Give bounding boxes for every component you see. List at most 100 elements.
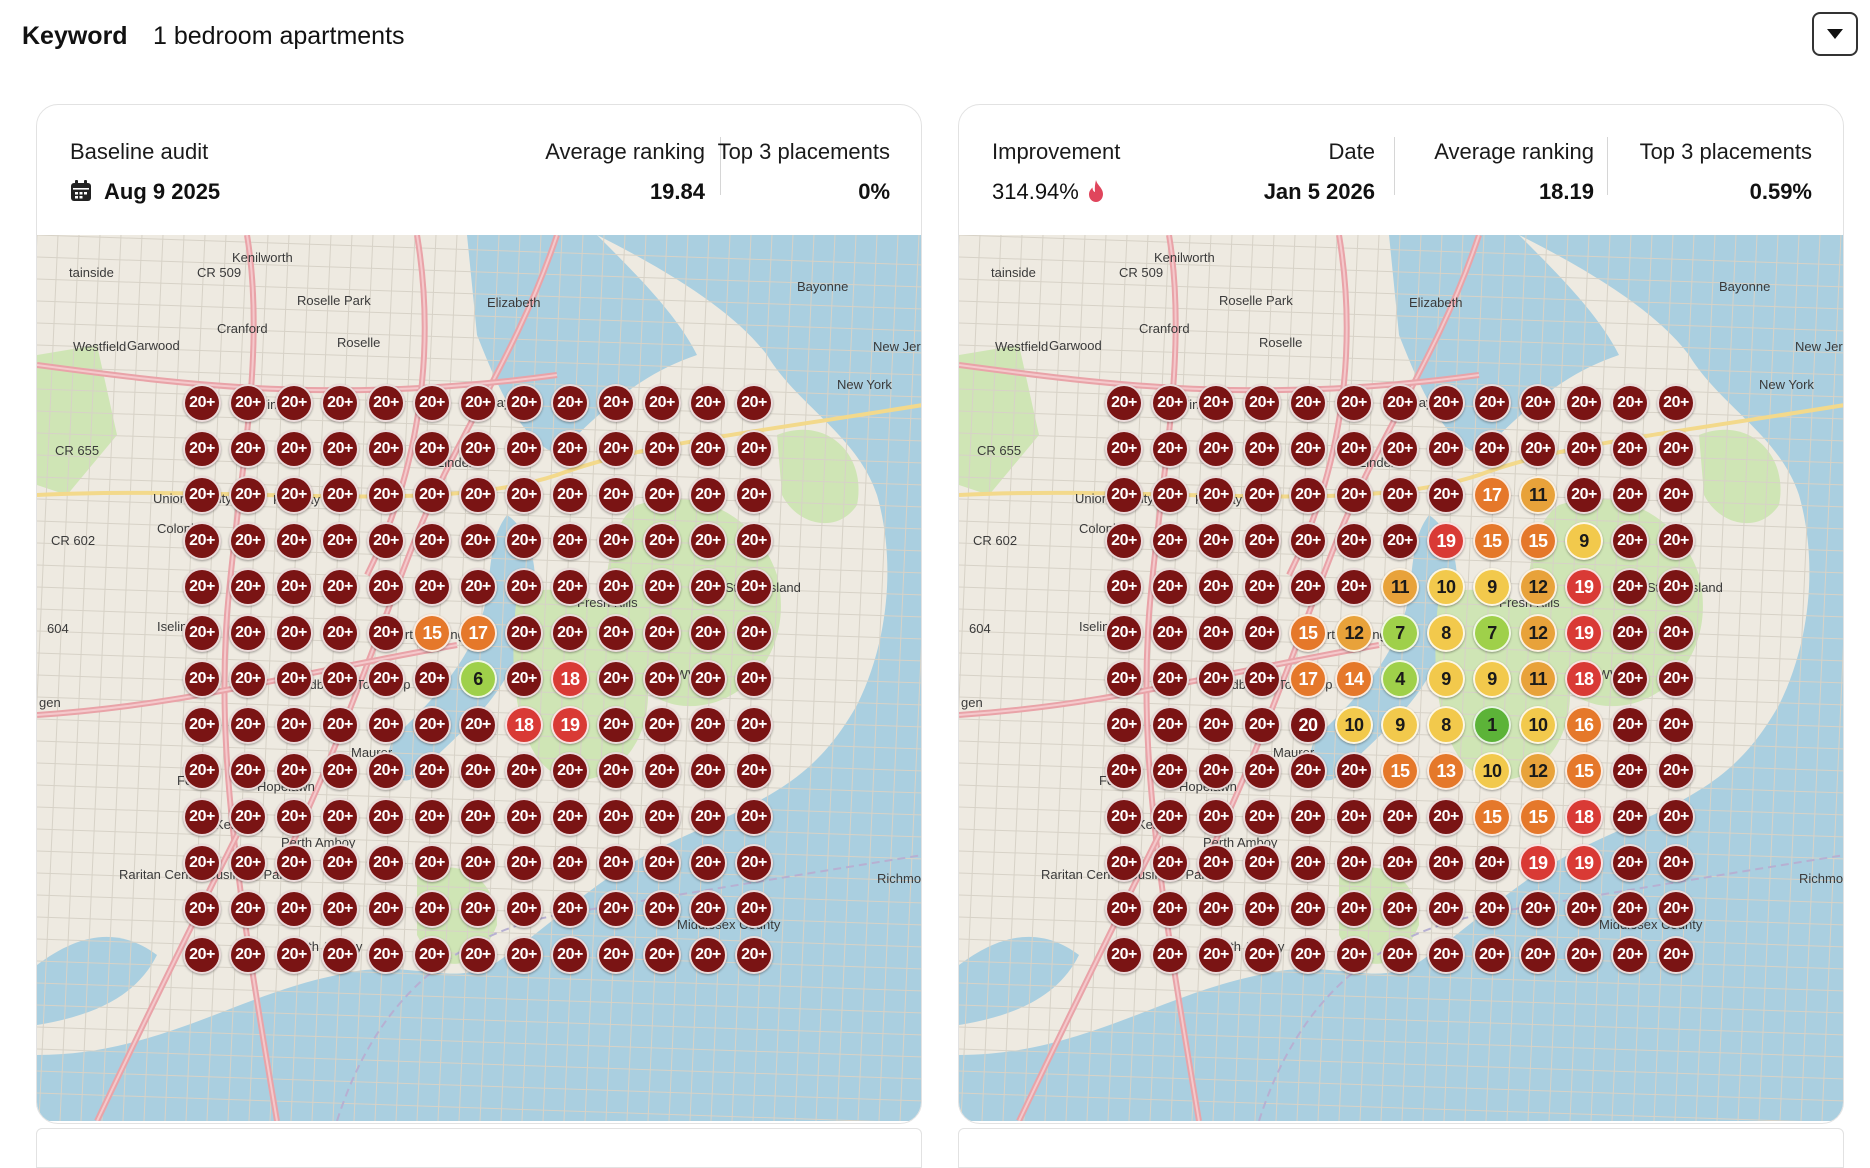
rank-pin[interactable]: 20+ xyxy=(1243,890,1281,928)
rank-pin[interactable]: 20+ xyxy=(1565,384,1603,422)
rank-pin[interactable]: 18 xyxy=(505,706,543,744)
rank-pin[interactable]: 20+ xyxy=(367,476,405,514)
rank-pin[interactable]: 20+ xyxy=(1565,890,1603,928)
rank-pin[interactable]: 20+ xyxy=(1197,430,1235,468)
rank-pin[interactable]: 9 xyxy=(1427,660,1465,698)
rank-pin[interactable]: 20+ xyxy=(735,936,773,974)
rank-pin[interactable]: 20+ xyxy=(1151,706,1189,744)
rank-pin[interactable]: 20+ xyxy=(551,522,589,560)
rank-pin[interactable]: 20+ xyxy=(367,890,405,928)
rank-pin[interactable]: 20+ xyxy=(505,476,543,514)
rank-pin[interactable]: 20+ xyxy=(1611,890,1649,928)
rank-pin[interactable]: 20+ xyxy=(275,936,313,974)
rank-pin[interactable]: 19 xyxy=(1519,844,1557,882)
rank-pin[interactable]: 20+ xyxy=(551,890,589,928)
rank-pin[interactable]: 15 xyxy=(413,614,451,652)
rank-pin[interactable]: 20+ xyxy=(551,384,589,422)
rank-pin[interactable]: 20+ xyxy=(1105,614,1143,652)
rank-pin[interactable]: 20+ xyxy=(183,568,221,606)
rank-pin[interactable]: 20+ xyxy=(275,568,313,606)
rank-pin[interactable]: 20+ xyxy=(1289,844,1327,882)
rank-pin[interactable]: 20+ xyxy=(183,936,221,974)
rank-pin[interactable]: 20+ xyxy=(183,844,221,882)
rank-pin[interactable]: 20+ xyxy=(229,430,267,468)
rank-pin[interactable]: 20+ xyxy=(1197,614,1235,652)
rank-pin[interactable]: 19 xyxy=(1427,522,1465,560)
rank-pin[interactable]: 20+ xyxy=(459,430,497,468)
rank-pin[interactable]: 20+ xyxy=(1105,568,1143,606)
rank-pin[interactable]: 20+ xyxy=(367,752,405,790)
rank-pin[interactable]: 20+ xyxy=(551,752,589,790)
rank-pin[interactable]: 9 xyxy=(1473,660,1511,698)
rank-pin[interactable]: 20+ xyxy=(1105,844,1143,882)
rank-pin[interactable]: 7 xyxy=(1473,614,1511,652)
rank-pin[interactable]: 20+ xyxy=(551,844,589,882)
rank-pin[interactable]: 20+ xyxy=(275,522,313,560)
rank-pin[interactable]: 19 xyxy=(1565,568,1603,606)
rank-pin[interactable]: 20+ xyxy=(597,430,635,468)
rank-pin[interactable]: 20+ xyxy=(413,936,451,974)
rank-pin[interactable]: 20+ xyxy=(1197,660,1235,698)
rank-pin[interactable]: 20+ xyxy=(1243,384,1281,422)
rank-pin[interactable]: 20+ xyxy=(1243,752,1281,790)
rank-pin[interactable]: 20+ xyxy=(1381,798,1419,836)
rank-pin[interactable]: 20+ xyxy=(367,522,405,560)
rank-pin[interactable]: 20+ xyxy=(1105,890,1143,928)
rank-pin[interactable]: 20+ xyxy=(1657,660,1695,698)
rank-pin[interactable]: 20+ xyxy=(321,752,359,790)
baseline-map[interactable]: Kenilworth Roselle Park Elizabeth Bayonne Cr… xyxy=(37,235,921,1121)
rank-pin[interactable]: 20+ xyxy=(1473,430,1511,468)
rank-pin[interactable]: 20+ xyxy=(1611,430,1649,468)
rank-pin[interactable]: 20+ xyxy=(1335,384,1373,422)
rank-pin[interactable]: 20+ xyxy=(1151,476,1189,514)
rank-pin[interactable]: 20+ xyxy=(597,384,635,422)
rank-pin[interactable]: 20+ xyxy=(1611,476,1649,514)
rank-pin[interactable]: 10 xyxy=(1335,706,1373,744)
rank-pin[interactable]: 20+ xyxy=(321,844,359,882)
rank-pin[interactable]: 11 xyxy=(1519,660,1557,698)
rank-pin[interactable]: 20+ xyxy=(229,522,267,560)
rank-pin[interactable]: 20+ xyxy=(367,430,405,468)
rank-pin[interactable]: 20+ xyxy=(735,384,773,422)
rank-pin[interactable]: 20+ xyxy=(275,476,313,514)
rank-pin[interactable]: 20+ xyxy=(1657,752,1695,790)
rank-pin[interactable]: 20+ xyxy=(275,752,313,790)
rank-pin[interactable]: 19 xyxy=(1565,844,1603,882)
rank-pin[interactable]: 20+ xyxy=(367,798,405,836)
rank-pin[interactable]: 20+ xyxy=(1335,752,1373,790)
rank-pin[interactable]: 11 xyxy=(1519,476,1557,514)
rank-pin[interactable]: 20+ xyxy=(1611,660,1649,698)
rank-pin[interactable]: 20+ xyxy=(1611,752,1649,790)
rank-pin[interactable]: 15 xyxy=(1473,798,1511,836)
rank-pin[interactable]: 20+ xyxy=(1611,614,1649,652)
rank-pin[interactable]: 20+ xyxy=(1243,798,1281,836)
rank-pin[interactable]: 20+ xyxy=(689,614,727,652)
rank-pin[interactable]: 12 xyxy=(1335,614,1373,652)
rank-pin[interactable]: 20+ xyxy=(1565,476,1603,514)
rank-pin[interactable]: 20+ xyxy=(689,660,727,698)
rank-pin[interactable]: 1 xyxy=(1473,706,1511,744)
rank-pin[interactable]: 20+ xyxy=(1151,660,1189,698)
rank-pin[interactable]: 20+ xyxy=(1611,798,1649,836)
rank-pin[interactable]: 7 xyxy=(1381,614,1419,652)
rank-pin[interactable]: 20+ xyxy=(1657,706,1695,744)
rank-pin[interactable]: 20+ xyxy=(1151,614,1189,652)
rank-pin[interactable]: 20+ xyxy=(459,706,497,744)
rank-pin[interactable]: 17 xyxy=(1289,660,1327,698)
rank-pin[interactable]: 20+ xyxy=(1427,798,1465,836)
rank-pin[interactable]: 20+ xyxy=(643,384,681,422)
rank-pin[interactable]: 20+ xyxy=(1197,476,1235,514)
rank-pin[interactable]: 20+ xyxy=(505,752,543,790)
rank-pin[interactable]: 18 xyxy=(1565,660,1603,698)
rank-pin[interactable]: 20+ xyxy=(505,844,543,882)
rank-pin[interactable]: 20+ xyxy=(689,890,727,928)
rank-pin[interactable]: 20+ xyxy=(1611,706,1649,744)
rank-pin[interactable]: 20+ xyxy=(597,568,635,606)
rank-pin[interactable]: 20+ xyxy=(1289,522,1327,560)
rank-pin[interactable]: 20+ xyxy=(597,522,635,560)
rank-pin[interactable]: 15 xyxy=(1381,752,1419,790)
rank-pin[interactable]: 20+ xyxy=(229,614,267,652)
rank-pin[interactable]: 20+ xyxy=(551,568,589,606)
rank-pin[interactable]: 20+ xyxy=(413,384,451,422)
rank-pin[interactable]: 20+ xyxy=(1151,844,1189,882)
